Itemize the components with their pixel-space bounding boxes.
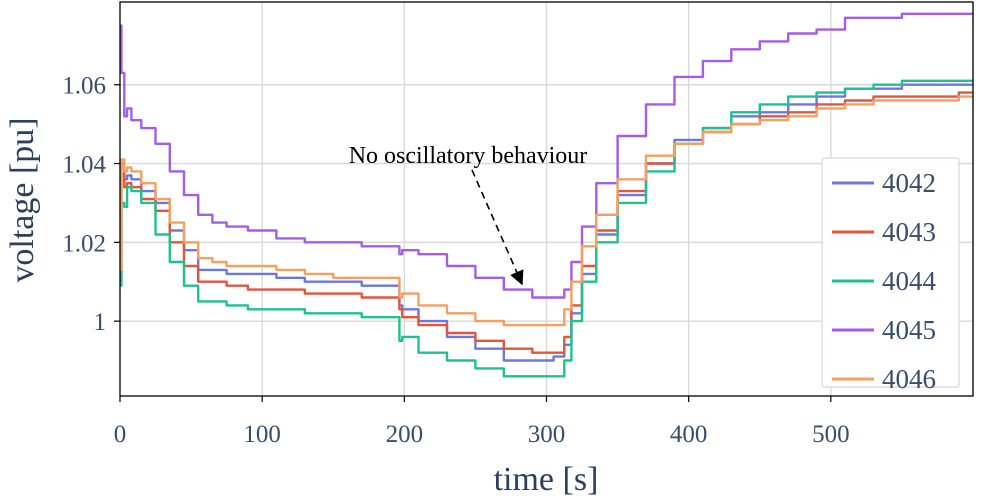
annotation: No oscillatory behaviour	[349, 143, 588, 286]
y-axis-ticks: 1 1.02 1.04 1.06	[62, 73, 120, 336]
x-tick-label: 200	[386, 421, 424, 448]
y-tick-label: 1.02	[62, 230, 106, 257]
series-line-4044	[120, 79, 973, 378]
series-line-4046	[120, 95, 973, 327]
x-axis-title: time [s]	[494, 461, 599, 498]
x-tick-label: 400	[670, 421, 708, 448]
annotation-arrow	[471, 169, 524, 286]
legend-label-4043: 4043	[882, 217, 936, 247]
x-tick-label: 300	[528, 421, 566, 448]
series-group	[120, 12, 973, 378]
annotation-text: No oscillatory behaviour	[349, 143, 588, 169]
legend-label-4046: 4046	[882, 364, 936, 394]
legend-label-4045: 4045	[882, 315, 936, 345]
y-axis-title: voltage [pu]	[4, 117, 41, 282]
x-tick-label: 0	[114, 421, 127, 448]
x-axis-ticks: 0 100 200 300 400 500	[114, 396, 850, 448]
y-tick-label: 1	[94, 309, 107, 336]
x-tick-label: 100	[243, 421, 281, 448]
legend: 4042 4043 4044 4045 4046	[821, 157, 960, 394]
y-tick-label: 1.06	[62, 73, 106, 100]
legend-label-4044: 4044	[882, 266, 937, 296]
legend-label-4042: 4042	[882, 168, 936, 198]
x-tick-label: 500	[812, 421, 850, 448]
y-tick-label: 1.04	[62, 152, 106, 179]
series-line-4045	[120, 12, 973, 299]
